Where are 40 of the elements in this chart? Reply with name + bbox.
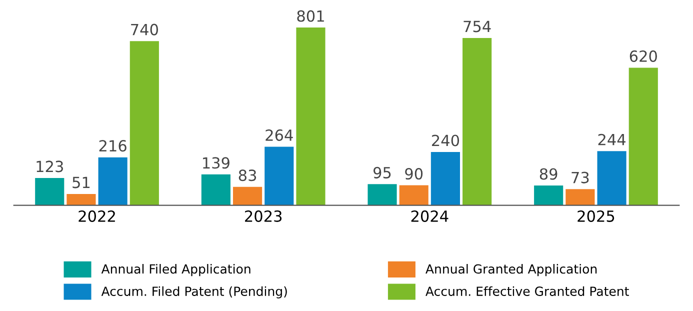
data-label: 73 bbox=[572, 172, 589, 184]
bar bbox=[628, 68, 658, 206]
bar bbox=[201, 174, 230, 206]
data-label: 754 bbox=[464, 20, 491, 32]
bar bbox=[430, 152, 460, 206]
legend-label: Annual Filed Application bbox=[101, 264, 250, 276]
x-tick-label: 2023 bbox=[245, 210, 282, 222]
x-tick-label: 2022 bbox=[78, 210, 115, 222]
data-label: 90 bbox=[405, 168, 423, 180]
legend-label: Accum. Effective Granted Patent bbox=[426, 286, 629, 296]
data-label: 51 bbox=[72, 176, 90, 188]
x-tick-label: 2024 bbox=[411, 210, 448, 222]
data-label: 95 bbox=[374, 166, 391, 178]
bar bbox=[462, 38, 492, 206]
data-label: 244 bbox=[598, 134, 626, 146]
x-tick-label: 2025 bbox=[578, 210, 614, 222]
bar bbox=[264, 146, 294, 206]
bar bbox=[597, 151, 626, 206]
bar bbox=[534, 186, 564, 206]
bar bbox=[130, 41, 159, 206]
data-label: 740 bbox=[131, 24, 158, 36]
data-label: 264 bbox=[266, 129, 293, 141]
bar bbox=[66, 194, 96, 206]
bar bbox=[98, 157, 128, 206]
data-label: 89 bbox=[540, 168, 558, 180]
bar bbox=[368, 184, 397, 206]
legend-label: Accum. Filed Patent (Pending) bbox=[101, 286, 287, 298]
legend-label: Annual Granted Application bbox=[426, 264, 597, 276]
data-label: 620 bbox=[630, 50, 657, 62]
bar bbox=[35, 178, 64, 206]
data-label: 801 bbox=[297, 10, 324, 22]
data-label: 216 bbox=[99, 140, 126, 152]
bar bbox=[233, 186, 262, 206]
data-label: 240 bbox=[432, 134, 460, 146]
data-label: 83 bbox=[238, 170, 256, 182]
bar bbox=[566, 189, 595, 206]
bar bbox=[296, 28, 326, 206]
data-label: 123 bbox=[36, 160, 63, 172]
data-label: 139 bbox=[203, 157, 230, 169]
bar bbox=[399, 185, 428, 206]
